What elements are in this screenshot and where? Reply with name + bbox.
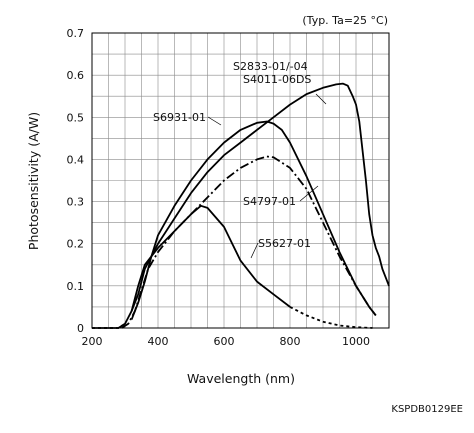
- figure-code: KSPDB0129EE: [391, 404, 463, 415]
- x-tick-label: 600: [214, 335, 235, 348]
- x-tick-label: 1000: [342, 335, 370, 348]
- series-label: S4797-01: [243, 195, 296, 208]
- x-tick-label: 400: [148, 335, 169, 348]
- curve-S6931-01: [130, 120, 377, 320]
- y-tick-label: 0.6: [67, 69, 85, 82]
- curves: [92, 82, 390, 329]
- plot-frame: [91, 32, 390, 329]
- y-tick-label: 0.5: [67, 111, 85, 124]
- leader-line: [250, 242, 259, 259]
- x-tick-label: 800: [280, 335, 301, 348]
- y-tick-label: 0.3: [67, 196, 85, 209]
- tick-labels: 200 400 600 800 1000 0 0.1 0.2 0.3 0.4 0.5 0.6 0.7: [67, 27, 371, 348]
- curve-S4797-01: [121, 155, 377, 329]
- curve-S5627-01: [92, 204, 291, 329]
- y-tick-label: 0.2: [67, 238, 85, 251]
- curve-S2833-01/-04: [130, 82, 390, 312]
- x-tick-label: 200: [82, 335, 103, 348]
- y-tick-label: 0.1: [67, 280, 85, 293]
- x-axis-title: Wavelength (nm): [187, 371, 295, 386]
- series-label: S4011-06DS: [243, 73, 311, 86]
- curve-tail-S5627-01: [289, 306, 373, 329]
- leader-line: [299, 185, 319, 202]
- y-axis-title: Photosensitivity (A/W): [26, 112, 41, 250]
- series-label: S5627-01: [258, 237, 311, 250]
- y-tick-label: 0: [77, 322, 84, 335]
- leader-line: [315, 93, 327, 105]
- grid: [92, 33, 389, 328]
- series-label: S6931-01: [153, 111, 206, 124]
- series-label: S2833-01/-04: [233, 60, 308, 73]
- leader-line: [207, 116, 222, 126]
- y-tick-label: 0.7: [67, 27, 85, 40]
- y-tick-label: 0.4: [67, 153, 85, 166]
- condition-note: (Typ. Ta=25 °C): [302, 14, 388, 27]
